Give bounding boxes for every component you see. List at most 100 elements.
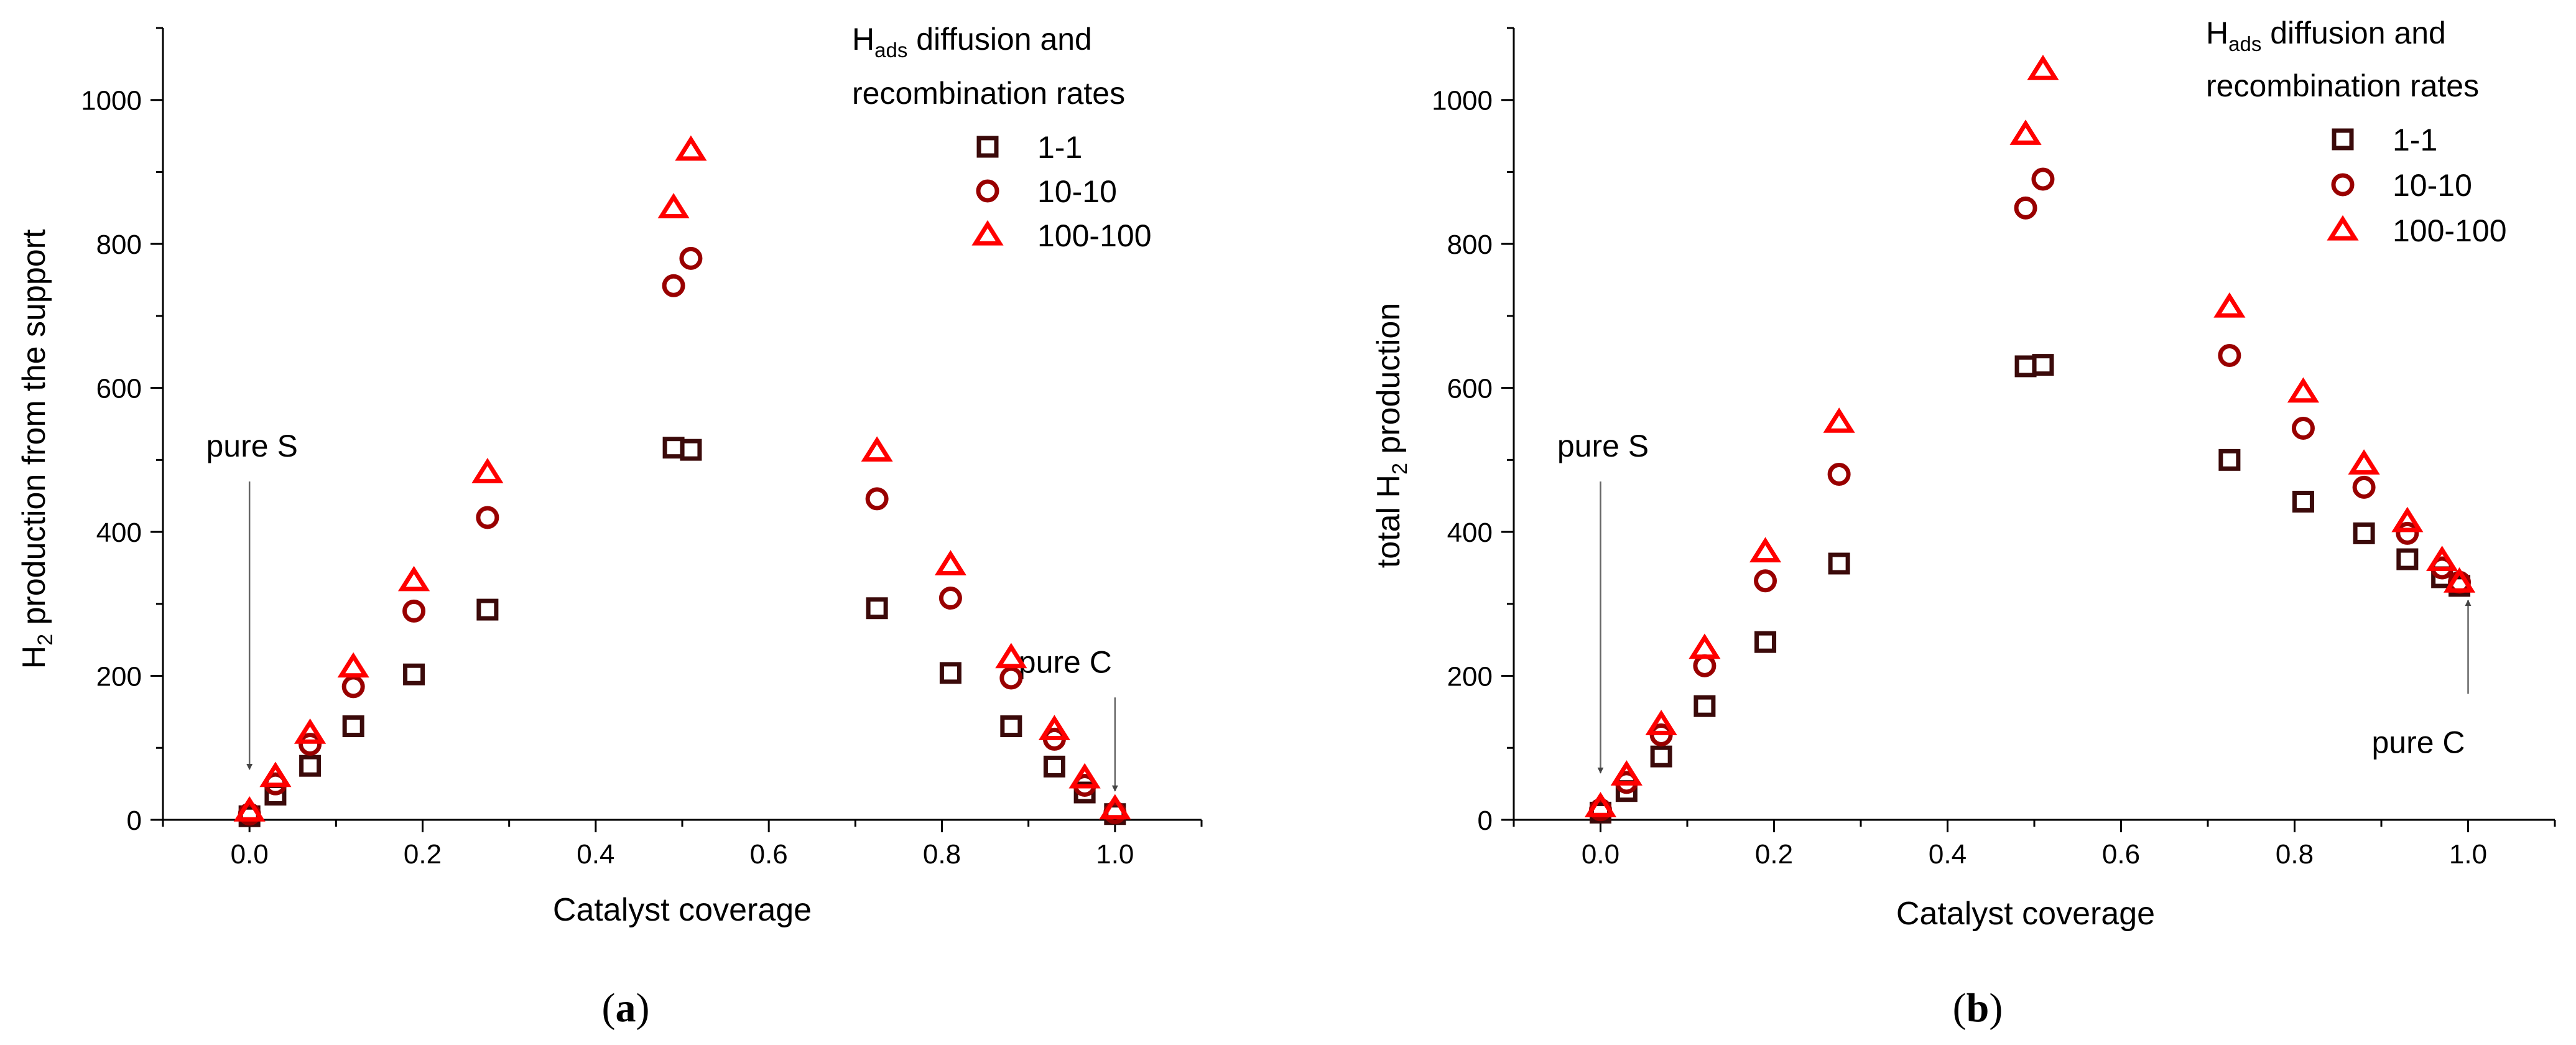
data-point [2353,522,2375,544]
legend-marker-a-circle [976,179,999,203]
y-tick-label-a: 400 [96,518,142,548]
y-tick-label-a: 0 [127,806,142,836]
legend-marker-a-triangle [971,220,1004,246]
panel-label-b-open-paren: ( [1953,985,1967,1031]
data-point [999,666,1023,690]
data-point [2014,355,2037,378]
data-point [259,761,292,787]
x-tick-label-b: 0.2 [1755,839,1793,870]
data-point [341,675,365,699]
legend-title-a-subscript: ads [874,39,907,62]
x-tick-label-a: 0.6 [750,839,788,870]
panel-label-a: (a) [602,985,650,1031]
data-point [1693,654,1717,677]
data-point [1038,715,1071,740]
y-tick-label-a: 600 [96,374,142,404]
x-tick-label-b: 1.0 [2449,839,2487,870]
annotation-label-a-0: pure S [206,429,298,463]
data-point [934,550,967,575]
annotation-label-b-0: pure S [1557,429,1649,463]
panel-label-b: (b) [1953,985,2003,1031]
legend-title-a-prefix: H [852,22,874,57]
data-point [342,715,364,738]
data-point [1584,792,1617,817]
data-point [1099,794,1131,820]
panel-b: 0.0 0.2 0.4 0.6 0.8 1.0 0 200 400 600 800 1000 pure … [1371,16,2556,1031]
data-point [657,193,690,218]
data-point [1693,695,1716,717]
y-tick-label-b: 1000 [1432,86,1493,116]
data-point [2396,548,2419,570]
x-tick-label-b: 0.4 [1929,839,1967,870]
legend-symbol-square [976,136,999,158]
series-a-10-10 [238,246,1127,826]
data-point [233,796,266,822]
data-point [1068,763,1101,789]
y-tick-label-b: 800 [1447,230,1493,260]
data-point [2009,119,2042,145]
data-point [476,598,499,621]
data-point [2352,475,2376,499]
legend-marker-b-triangle [2327,215,2359,241]
data-point [2031,167,2055,191]
data-point [471,458,504,483]
legend-title-b-subscript: ads [2228,32,2261,55]
legend-symbol-triangle [971,220,1004,246]
legend-marker-b-circle [2331,173,2355,197]
data-point [662,274,685,297]
legend-b: Hads diffusion and recombination rates 1… [2206,16,2507,248]
x-tick-label-b: 0.8 [2276,839,2314,870]
data-point [662,437,685,459]
y-tick-label-a: 800 [96,230,142,260]
data-point [1650,745,1672,768]
legend-label-b-10-10: 10-10 [2393,168,2472,203]
annotation-label-a-1: pure C [1019,644,1112,679]
y-tick-label-b: 600 [1447,374,1493,404]
series-b-10-10 [1589,167,2472,822]
y-axis-title-a: H2 production from the support [16,229,57,669]
data-point [675,135,707,161]
data-point [2213,292,2246,318]
annotation-label-b-1: pure C [2371,725,2465,759]
legend-symbol-triangle [2327,215,2359,241]
data-point [476,506,499,529]
x-axis-title-a: Catalyst coverage [553,892,812,928]
data-point [1610,760,1642,786]
data-point [865,487,889,511]
legend-title-b-line1: Hads diffusion and [2206,16,2446,55]
panel-label-a-open-paren: ( [602,985,616,1031]
y-tick-label-b: 200 [1447,662,1493,692]
panel-label-b-close-paren: ) [1989,985,2003,1031]
legend-label-a-10-10: 10-10 [1037,174,1117,209]
data-point [1754,631,1777,653]
y-axis-title-b-suffix: production [1371,303,1407,463]
data-point [402,599,426,623]
legend-marker-a-square [976,136,999,158]
data-point [2292,490,2314,513]
data-point [2426,546,2458,572]
legend-label-a-100-100: 100-100 [1037,218,1152,253]
legend-marker-b-square [2332,128,2354,151]
data-point [294,718,327,744]
x-tick-label-a: 0.8 [923,839,961,870]
data-point [2443,567,2476,593]
data-point [866,597,888,620]
series-b-1-1 [1590,354,2471,824]
y-tick-label-a: 200 [96,662,142,692]
panel-label-a-close-paren: ) [636,985,650,1031]
data-point [995,643,1027,669]
legend-label-b-100-100: 100-100 [2393,213,2507,248]
data-point [1754,569,1777,593]
data-point [939,662,961,684]
legend-title-a-suffix: diffusion and [907,22,1092,57]
data-point [1043,755,1065,778]
panel-label-a-letter: a [616,985,636,1031]
data-point [861,436,893,462]
data-point [403,663,425,685]
data-point [1828,552,1850,575]
y-axis-title-b: total H2 production [1371,303,1412,569]
legend-title-b-suffix: diffusion and [2261,16,2446,50]
y-axis-title-a-subscript: 2 [34,634,57,646]
series-a-100-100 [233,135,1131,822]
